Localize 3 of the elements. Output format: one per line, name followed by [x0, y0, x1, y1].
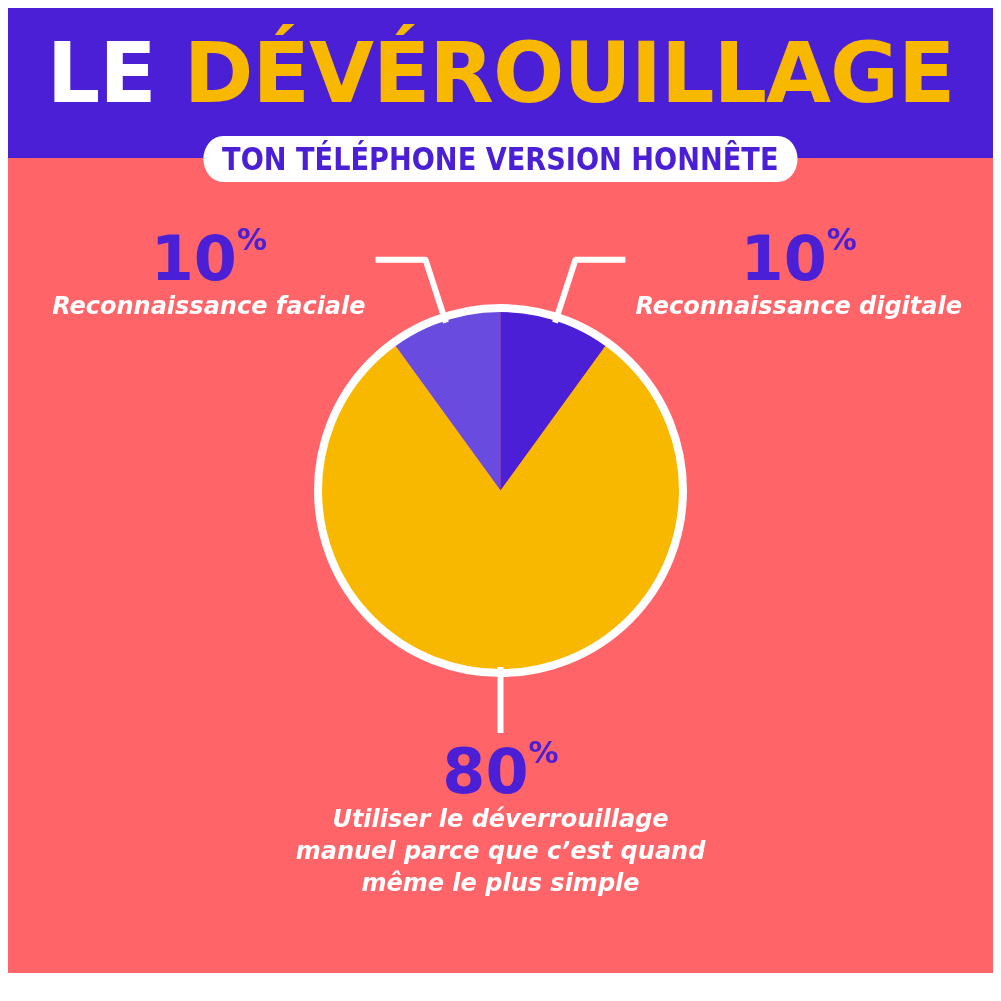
chart-subtitle: TON TÉLÉPHONE VERSION HONNÊTE	[203, 136, 798, 182]
slice-label: Utiliser le déverrouillage manuel parce que c’est quand même le plus simple	[295, 805, 707, 897]
chart-title: LE DÉVÉROUILLAGE	[46, 24, 955, 122]
